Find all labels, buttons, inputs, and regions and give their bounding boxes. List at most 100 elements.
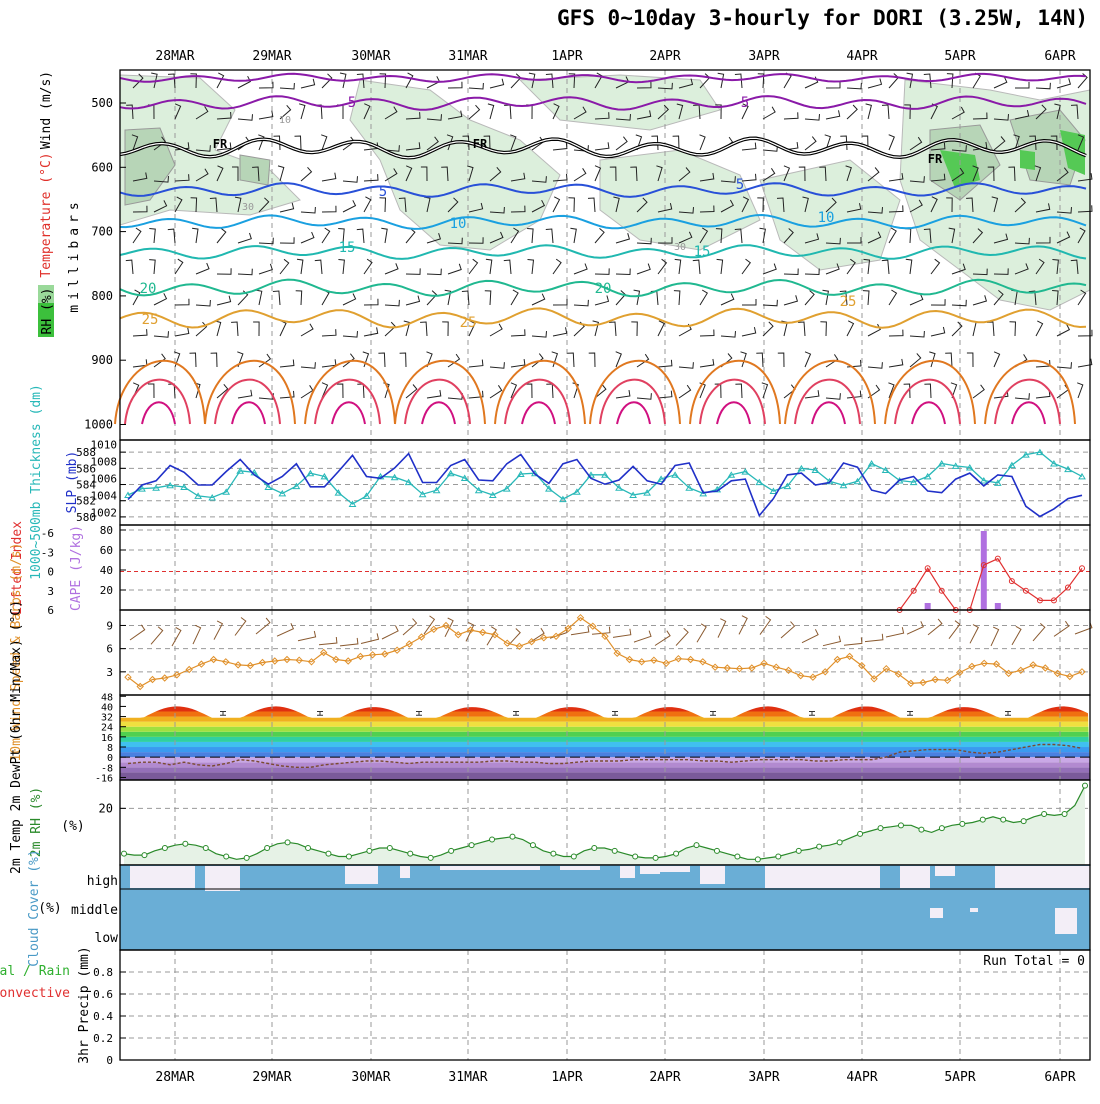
wind-barb [1056, 167, 1069, 182]
wind10m-tick-label: 9 [106, 619, 113, 632]
wind10m-marker [748, 664, 756, 672]
wind-barb [510, 359, 526, 368]
cloud-clear-high [900, 866, 930, 888]
wind-barb [867, 207, 883, 214]
contour-label: 5 [348, 95, 356, 111]
wind10m-marker [222, 658, 230, 666]
pressure-ticks: 500 600 700 800 900 1000 [84, 96, 126, 432]
wind10m-marker [148, 675, 157, 684]
thickness-marker [643, 489, 651, 496]
thickness-marker [769, 487, 778, 494]
temp-band [120, 772, 1090, 780]
wind-barb [839, 290, 848, 306]
cape-tick-label: 20 [100, 584, 113, 597]
wind10m-marker [136, 682, 144, 691]
wind-barb [572, 382, 579, 399]
wind-barb [300, 166, 313, 182]
wind-barb [951, 299, 967, 307]
wind-barb [420, 321, 428, 337]
wind10m-marker [1041, 664, 1050, 672]
wind-barb [153, 136, 166, 151]
wind10m-barb [276, 622, 295, 637]
cape-bar [994, 603, 1001, 610]
thickness-marker [348, 500, 357, 507]
wind10m-marker [454, 630, 462, 639]
wind-barb [804, 268, 820, 276]
wind10m-marker [1053, 669, 1062, 678]
wind-barb [531, 293, 546, 306]
wind-barb [467, 165, 474, 182]
wind-barb [904, 104, 911, 120]
wind10m-barb [990, 626, 1000, 647]
cloud-clear-high [440, 866, 540, 870]
contour-label: 25 [142, 312, 159, 328]
cape-bar [980, 531, 987, 610]
wind-barb [846, 390, 862, 399]
wind10m-marker [527, 637, 536, 646]
wind-barb [636, 263, 651, 275]
wind-barb [131, 134, 139, 151]
wind10m-marker [613, 649, 621, 658]
thickness-marker [629, 491, 637, 498]
wind-barb [993, 351, 1001, 368]
wind-barb [761, 382, 769, 399]
wind-barb [951, 167, 965, 182]
wind-barb [489, 78, 505, 89]
run-total: Run Total = 0 [983, 954, 1085, 969]
wind-barb [991, 196, 999, 213]
lifted-tick-label: 0 [47, 566, 54, 579]
pressure-tick-label: 800 [91, 289, 113, 303]
wind-barb [195, 299, 211, 307]
wind-barb [699, 289, 708, 306]
rh-marker [202, 845, 209, 851]
rh-area [1060, 130, 1085, 175]
wind-barb [503, 259, 512, 275]
wind-barb [468, 359, 484, 368]
lifted-index-marker [938, 587, 945, 594]
wind10m-marker [784, 666, 793, 675]
thickness-marker [741, 468, 750, 475]
wind10m-barb [486, 626, 497, 646]
wind-barb [510, 172, 526, 182]
thickness-marker [194, 492, 202, 499]
wind-barb [468, 258, 479, 275]
wind10m-barb [969, 624, 979, 644]
thickness-marker [124, 491, 132, 498]
wind10m-marker [185, 665, 193, 674]
panel-thickness-slp: 580 582 584 586 588 1002 1004 1006 1008 1010 1000… [29, 384, 1091, 580]
contour-line [984, 360, 1076, 425]
wind-barb [972, 295, 988, 306]
wind-barb [531, 176, 547, 183]
wind-barb [1070, 104, 1079, 120]
contour-line [119, 95, 1087, 111]
date-bottom-label: 4APR [846, 1070, 877, 1085]
wind-barb [363, 174, 379, 182]
date-top-label: 4APR [846, 49, 877, 64]
slp-tick-label: 1002 [91, 506, 118, 519]
wind-barb [552, 173, 568, 182]
thickness-marker [180, 483, 188, 490]
wind-barb [699, 358, 715, 368]
contour-line [119, 278, 1087, 298]
wind-barb [489, 231, 504, 244]
wind-barb [762, 106, 776, 120]
rh-area [1020, 150, 1035, 170]
contour-label: 20 [595, 281, 612, 297]
temp-tick-label: 48 [101, 692, 113, 703]
wind-barb [552, 196, 561, 213]
wind-barb [615, 351, 622, 368]
wind-barb [909, 330, 925, 338]
wind10m-marker [319, 648, 328, 657]
wind-barb [993, 114, 1009, 121]
wind-barb [444, 289, 452, 306]
wind-barb [846, 104, 858, 120]
date-bottom-label: 28MAR [155, 1070, 194, 1085]
wind-barb [840, 135, 848, 151]
wind10m-marker [686, 655, 695, 664]
wind-barb [1056, 324, 1071, 337]
wind-barb [825, 110, 841, 120]
wind10m-marker [1004, 669, 1013, 678]
wind-barb [356, 228, 365, 244]
panel-precip: 0 0.2 0.4 0.6 0.8 Run Total = 0 3hr Precip (… [0, 946, 1091, 1067]
wind-barb [592, 320, 600, 337]
